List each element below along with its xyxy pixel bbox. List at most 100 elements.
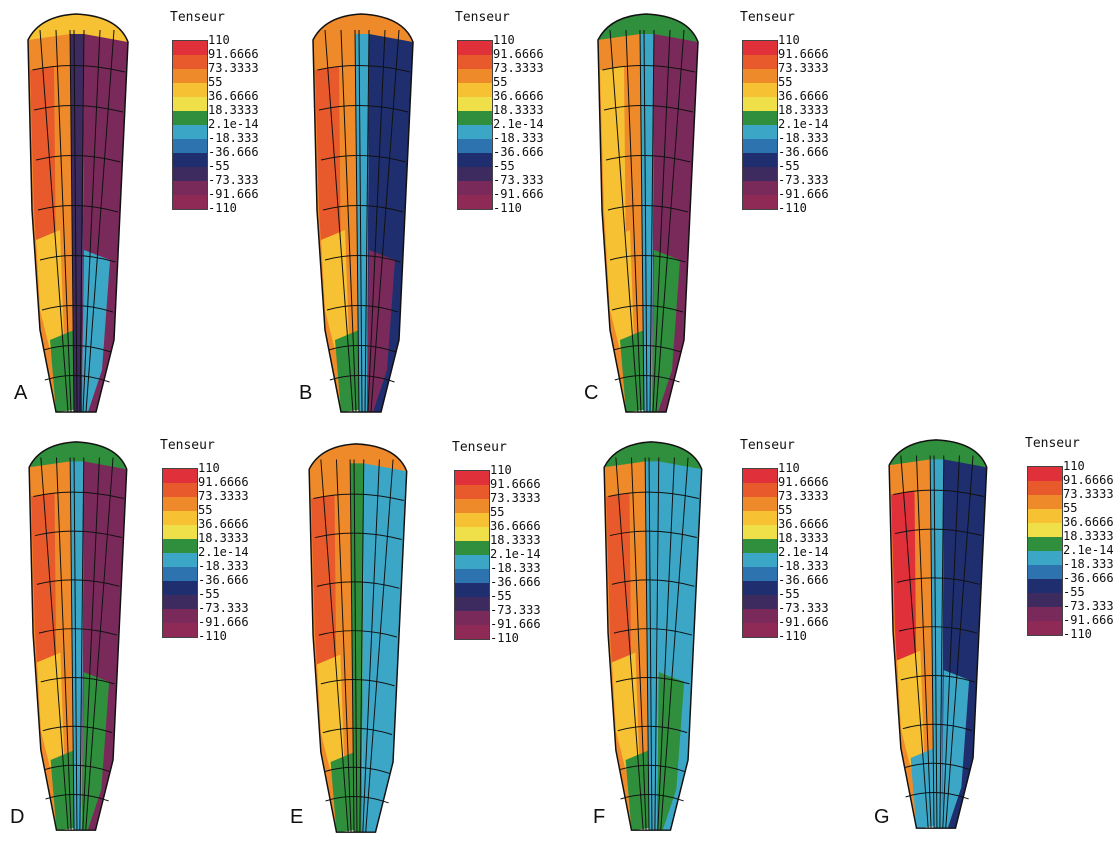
legend-tick-label: 18.3333 bbox=[490, 533, 541, 547]
legend-swatch bbox=[163, 525, 197, 539]
legend-tick-label: 91.6666 bbox=[1063, 473, 1114, 487]
legend-tick-label: 110 bbox=[778, 33, 800, 47]
legend-tick-label: 91.6666 bbox=[493, 47, 544, 61]
legend-swatch bbox=[743, 125, 777, 139]
panel-c: C Tenseur 110 91.6666 73.3333 55 36.6666 18.33… bbox=[580, 10, 860, 430]
legend-swatch bbox=[1028, 509, 1062, 523]
legend-tick-label: -91.666 bbox=[198, 615, 249, 629]
mesh-line bbox=[322, 205, 404, 213]
legend-tick-label: 110 bbox=[778, 461, 800, 475]
legend-swatch bbox=[458, 153, 492, 167]
legend-swatch bbox=[743, 525, 777, 539]
legend-tick-label: 91.6666 bbox=[778, 47, 829, 61]
fe-model-f bbox=[603, 441, 703, 831]
legend-tick-label: 36.6666 bbox=[198, 517, 249, 531]
legend-colorbar bbox=[1027, 466, 1063, 636]
legend-swatch bbox=[1028, 467, 1062, 481]
mesh-grid bbox=[603, 441, 703, 831]
legend-swatch bbox=[455, 485, 489, 499]
mesh-line bbox=[33, 491, 124, 499]
mesh-line bbox=[639, 29, 645, 413]
panel-label-d: D bbox=[10, 806, 25, 828]
legend-tick-label: 36.6666 bbox=[490, 519, 541, 533]
legend-tick-label: 2.1e-14 bbox=[490, 547, 541, 561]
legend-tick-label: 110 bbox=[1063, 459, 1085, 473]
mesh-grid bbox=[888, 439, 988, 829]
mesh-line bbox=[32, 65, 126, 73]
legend-swatch bbox=[743, 97, 777, 111]
legend-title: Tenseur bbox=[455, 10, 510, 25]
legend-tick-label: 73.3333 bbox=[208, 61, 259, 75]
legend-swatch bbox=[163, 497, 197, 511]
legend-tick-label: 18.3333 bbox=[778, 103, 829, 117]
legend-swatch bbox=[743, 83, 777, 97]
mesh-line bbox=[617, 725, 688, 734]
legend-swatch bbox=[743, 483, 777, 497]
legend-tick-label: 110 bbox=[490, 463, 512, 477]
legend-swatch bbox=[173, 195, 207, 209]
legend-tick-label: 110 bbox=[493, 33, 515, 47]
legend-tick-label: 73.3333 bbox=[778, 489, 829, 503]
mesh-line bbox=[55, 457, 72, 831]
mesh-line bbox=[929, 455, 935, 829]
legend-swatch bbox=[458, 195, 492, 209]
legend-swatch bbox=[173, 167, 207, 181]
legend-swatch bbox=[455, 597, 489, 611]
legend-swatch bbox=[173, 55, 207, 69]
legend-colorbar bbox=[457, 40, 493, 210]
legend-tick-label: 73.3333 bbox=[198, 489, 249, 503]
legend-swatch bbox=[743, 195, 777, 209]
legend-swatch bbox=[163, 511, 197, 525]
panel-g: G Tenseur 110 91.6666 73.3333 55 36.6666 18.33… bbox=[870, 436, 1118, 856]
legend-title: Tenseur bbox=[740, 10, 795, 25]
mesh-line bbox=[945, 455, 974, 829]
legend-swatch bbox=[1028, 565, 1062, 579]
legend-title: Tenseur bbox=[740, 438, 795, 453]
legend-tick-label: 18.3333 bbox=[198, 531, 249, 545]
legend-tick-label: 110 bbox=[208, 33, 230, 47]
legend-tick-label: 55 bbox=[1063, 501, 1078, 515]
mesh-line bbox=[609, 530, 697, 538]
apex-region bbox=[330, 752, 355, 833]
legend-swatch bbox=[173, 139, 207, 153]
legend-tick-label: -55 bbox=[778, 159, 800, 173]
legend-tick-label: -18.333 bbox=[208, 131, 259, 145]
mesh-line bbox=[358, 29, 363, 413]
legend-a: Tenseur 110 91.6666 73.3333 55 36.6666 18.3333… bbox=[170, 10, 290, 220]
legend-swatch bbox=[173, 41, 207, 55]
legend-swatch bbox=[743, 153, 777, 167]
panel-d: D Tenseur 110 91.6666 73.3333 55 36.6666 18.33… bbox=[10, 438, 290, 858]
legend-tick-label: 73.3333 bbox=[490, 491, 541, 505]
mesh-line bbox=[657, 457, 675, 831]
mesh-line bbox=[900, 674, 975, 683]
legend-colorbar bbox=[172, 40, 208, 210]
fe-model-g bbox=[888, 439, 988, 829]
legend-tick-label: 18.3333 bbox=[208, 103, 259, 117]
mesh-line bbox=[603, 105, 694, 113]
mesh-line bbox=[69, 29, 75, 413]
legend-swatch bbox=[1028, 551, 1062, 565]
mesh-line bbox=[607, 205, 689, 213]
legend-swatch bbox=[455, 625, 489, 639]
mesh-line bbox=[648, 457, 653, 831]
legend-tick-label: -73.333 bbox=[778, 173, 829, 187]
legend-swatch bbox=[458, 97, 492, 111]
legend-swatch bbox=[743, 181, 777, 195]
legend-tick-label: -91.666 bbox=[208, 187, 259, 201]
mesh-line bbox=[625, 29, 642, 413]
legend-tick-label: 2.1e-14 bbox=[1063, 543, 1114, 557]
mesh-line bbox=[326, 304, 399, 313]
legend-swatch bbox=[458, 181, 492, 195]
legend-f: Tenseur 110 91.6666 73.3333 55 36.6666 18.3333… bbox=[740, 438, 860, 648]
legend-tick-label: -91.666 bbox=[490, 617, 541, 631]
panel-e: E Tenseur 110 91.6666 73.3333 55 36.6666 18.33… bbox=[290, 440, 570, 860]
legend-tick-label: -36.666 bbox=[778, 145, 829, 159]
mesh-line bbox=[42, 725, 113, 734]
legend-tick-label: -73.333 bbox=[778, 601, 829, 615]
legend-title: Tenseur bbox=[160, 438, 215, 453]
mesh-line bbox=[643, 29, 648, 413]
panel-label-e: E bbox=[290, 806, 304, 828]
legend-colorbar bbox=[742, 468, 778, 638]
mesh-line bbox=[79, 457, 85, 831]
mesh-line bbox=[313, 493, 404, 501]
